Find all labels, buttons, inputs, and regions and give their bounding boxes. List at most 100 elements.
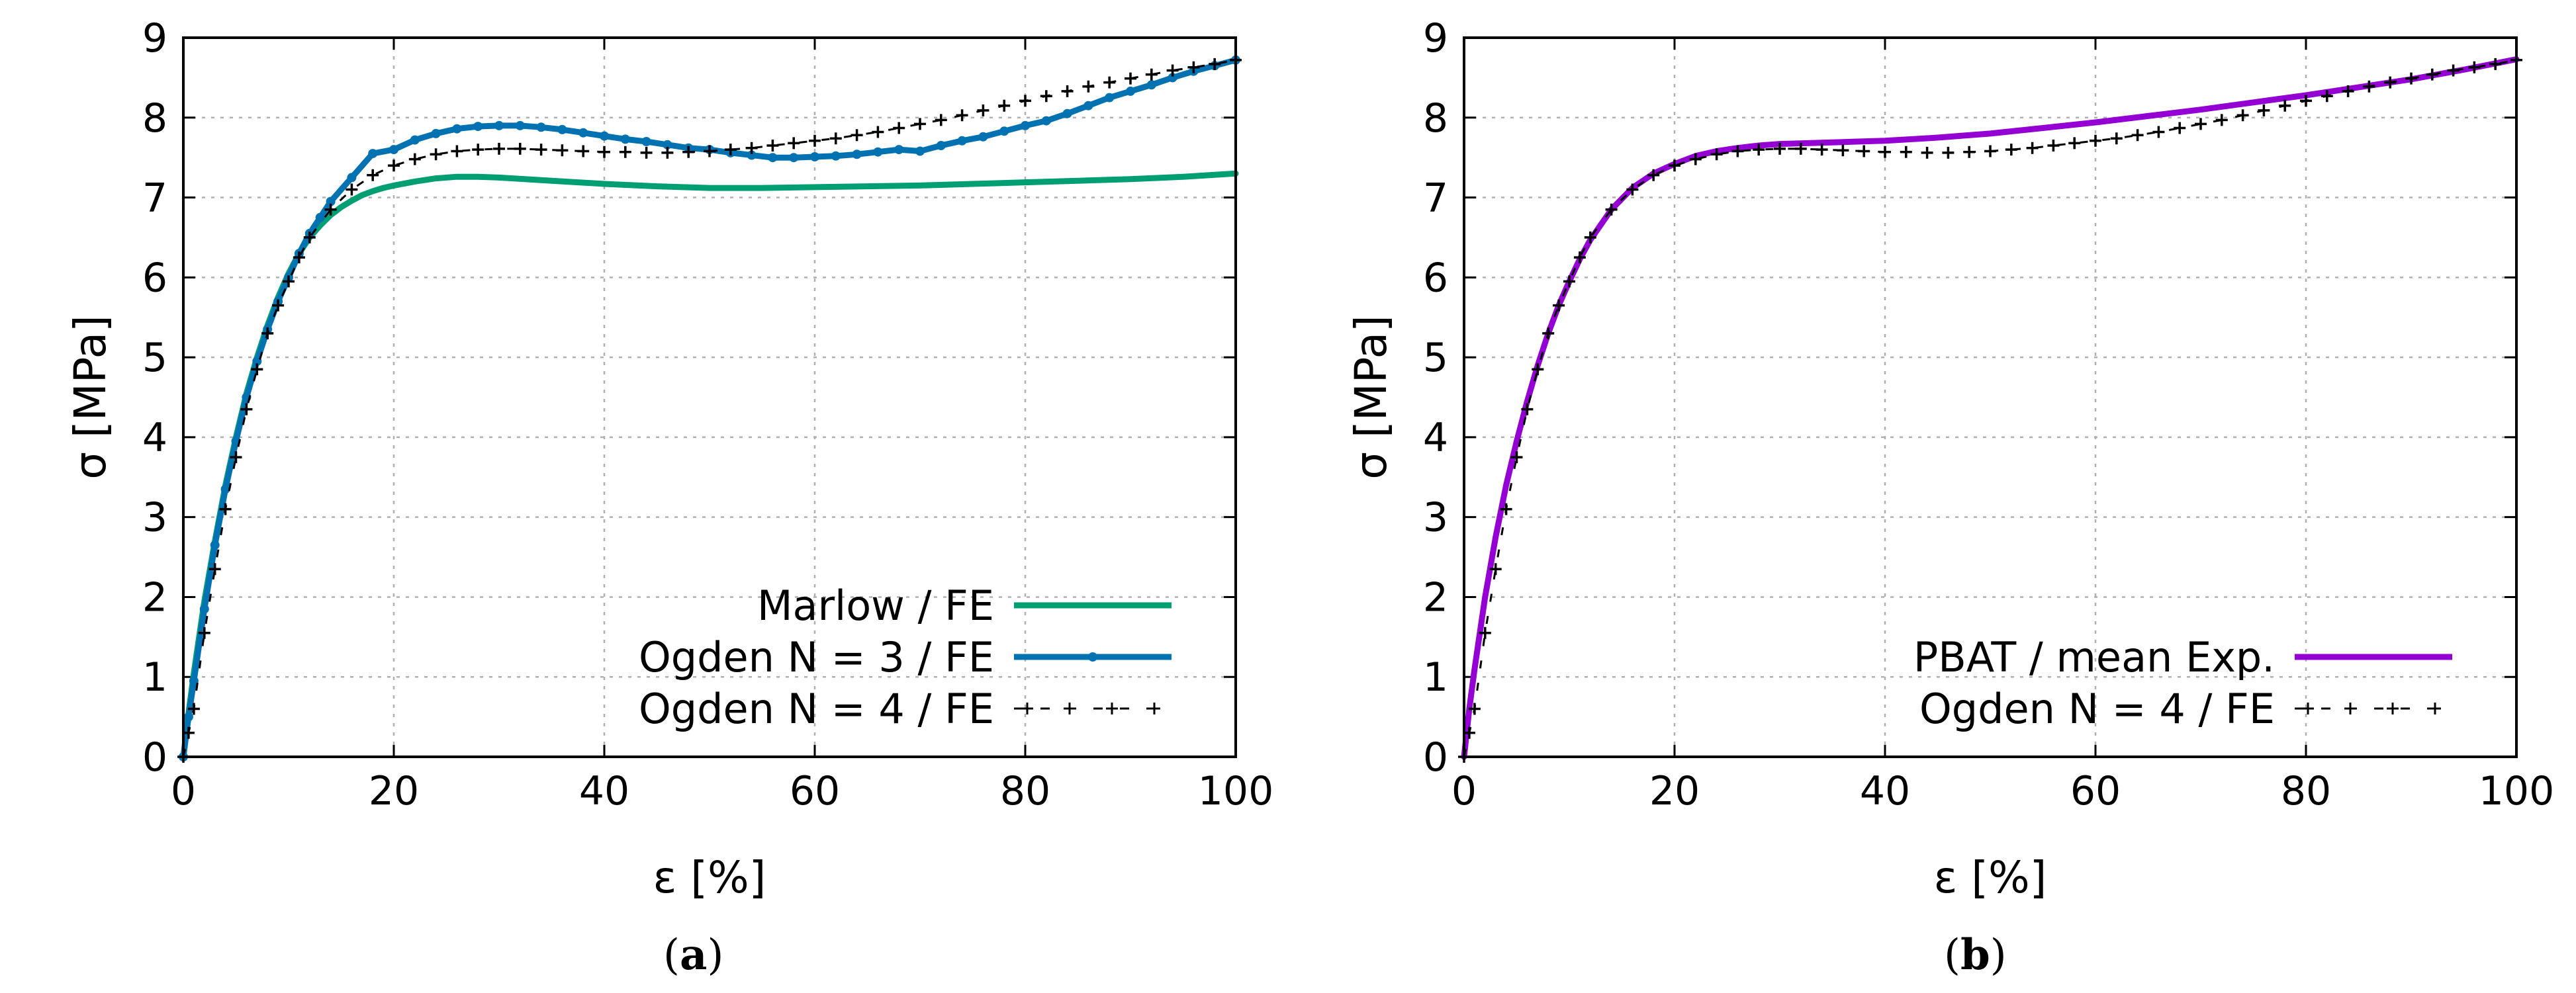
x-tick-label: 80 <box>1000 768 1050 814</box>
data-point <box>600 131 609 141</box>
data-point <box>1731 145 1744 157</box>
x-tick-label: 0 <box>171 768 196 814</box>
data-point <box>788 137 800 150</box>
legend-label: Ogden N = 3 / FE <box>639 633 994 681</box>
data-point <box>935 114 947 126</box>
data-point <box>956 109 968 122</box>
x-tick-label: 40 <box>579 768 629 814</box>
data-point <box>2363 80 2375 93</box>
data-point <box>1669 159 1680 172</box>
data-point <box>1816 144 1828 156</box>
legend-item: Ogden N = 4 / FE <box>639 685 1172 733</box>
data-point <box>230 451 242 464</box>
data-point <box>293 251 305 264</box>
data-point <box>1605 203 1618 216</box>
data-point <box>2047 140 2060 151</box>
data-point <box>199 604 209 614</box>
legend-label: Marlow / FE <box>757 582 994 630</box>
data-point <box>766 140 779 151</box>
data-point <box>1479 626 1491 639</box>
data-point <box>2174 122 2186 134</box>
data-point <box>2195 118 2207 130</box>
chart-panel-a: 0 20 40 60 80 100 0 1 2 3 4 5 6 7 8 9 ε [%] σ [MPa] (a) Mar… <box>65 15 1273 980</box>
data-point <box>473 122 483 132</box>
y-tick-label: 8 <box>142 95 167 142</box>
legend-marker <box>1106 703 1118 714</box>
data-point <box>893 122 905 134</box>
y-tick-label: 6 <box>1423 255 1448 301</box>
data-point <box>2321 90 2333 103</box>
legend-marker <box>1064 703 1076 714</box>
data-point <box>283 275 295 288</box>
data-point <box>957 136 967 146</box>
data-point <box>1689 153 1702 165</box>
data-point <box>494 120 504 130</box>
y-tick-label: 9 <box>1423 15 1448 62</box>
data-point <box>620 134 630 144</box>
data-point <box>2405 72 2417 85</box>
data-point <box>451 145 463 157</box>
data-point <box>1040 90 1052 103</box>
data-point <box>682 146 695 158</box>
legend-marker <box>1088 652 1097 662</box>
data-point <box>998 99 1011 112</box>
data-point <box>430 148 442 161</box>
data-point <box>894 145 904 155</box>
data-point <box>326 196 336 206</box>
data-point <box>1019 95 1031 107</box>
data-point <box>2426 68 2438 81</box>
data-point <box>315 212 325 222</box>
data-point <box>2342 85 2354 97</box>
data-point <box>556 144 569 157</box>
x-tick-label: 60 <box>790 768 840 814</box>
y-tick-label: 5 <box>142 335 167 381</box>
data-point <box>2131 129 2144 142</box>
data-point <box>1858 145 1870 157</box>
y-tick-label: 3 <box>1423 495 1448 541</box>
data-point <box>198 626 210 639</box>
data-point <box>1879 146 1891 158</box>
data-point <box>1573 251 1586 264</box>
data-point <box>1532 363 1544 376</box>
data-point <box>1510 451 1523 464</box>
data-point <box>1083 101 1093 110</box>
data-point <box>514 142 526 155</box>
x-tick-label: 20 <box>369 768 419 814</box>
data-point <box>1187 61 1200 73</box>
y-tick-label: 7 <box>142 175 167 222</box>
data-point <box>1647 169 1660 181</box>
data-point <box>1584 231 1596 243</box>
y-axis-label: σ [MPa] <box>1346 315 1397 480</box>
y-tick-label: 5 <box>1423 335 1448 381</box>
legend-label: PBAT / mean Exp. <box>1913 633 2275 681</box>
data-point <box>2152 126 2165 138</box>
data-point <box>1626 183 1639 196</box>
data-point <box>2236 109 2249 122</box>
data-point <box>598 146 610 158</box>
data-point <box>219 503 232 515</box>
x-tick-label: 60 <box>2070 768 2121 814</box>
data-point <box>1021 120 1030 130</box>
data-point <box>431 128 441 138</box>
chart-panel-b: 0 20 40 60 80 100 0 1 2 3 4 5 6 7 8 9 ε [%] σ [MPa] (b) PBA… <box>1346 15 2554 980</box>
data-point <box>936 141 946 150</box>
legend-item: Ogden N = 4 / FE <box>1919 685 2452 733</box>
data-point <box>809 134 821 147</box>
data-point <box>1753 144 1765 156</box>
data-point <box>640 146 653 159</box>
legend-marker <box>1148 703 1160 714</box>
data-point <box>452 124 462 134</box>
data-point <box>472 144 484 156</box>
data-point <box>261 327 274 339</box>
data-point <box>789 153 799 163</box>
data-point <box>1837 144 1849 157</box>
data-point <box>2068 137 2081 150</box>
legend-label: Ogden N = 4 / FE <box>639 685 994 733</box>
data-point <box>367 169 379 181</box>
data-point <box>2384 76 2397 89</box>
data-point <box>1900 146 1912 158</box>
data-point <box>410 135 420 145</box>
x-tick-label: 40 <box>1860 768 1910 814</box>
y-tick-label: 4 <box>1423 415 1448 461</box>
